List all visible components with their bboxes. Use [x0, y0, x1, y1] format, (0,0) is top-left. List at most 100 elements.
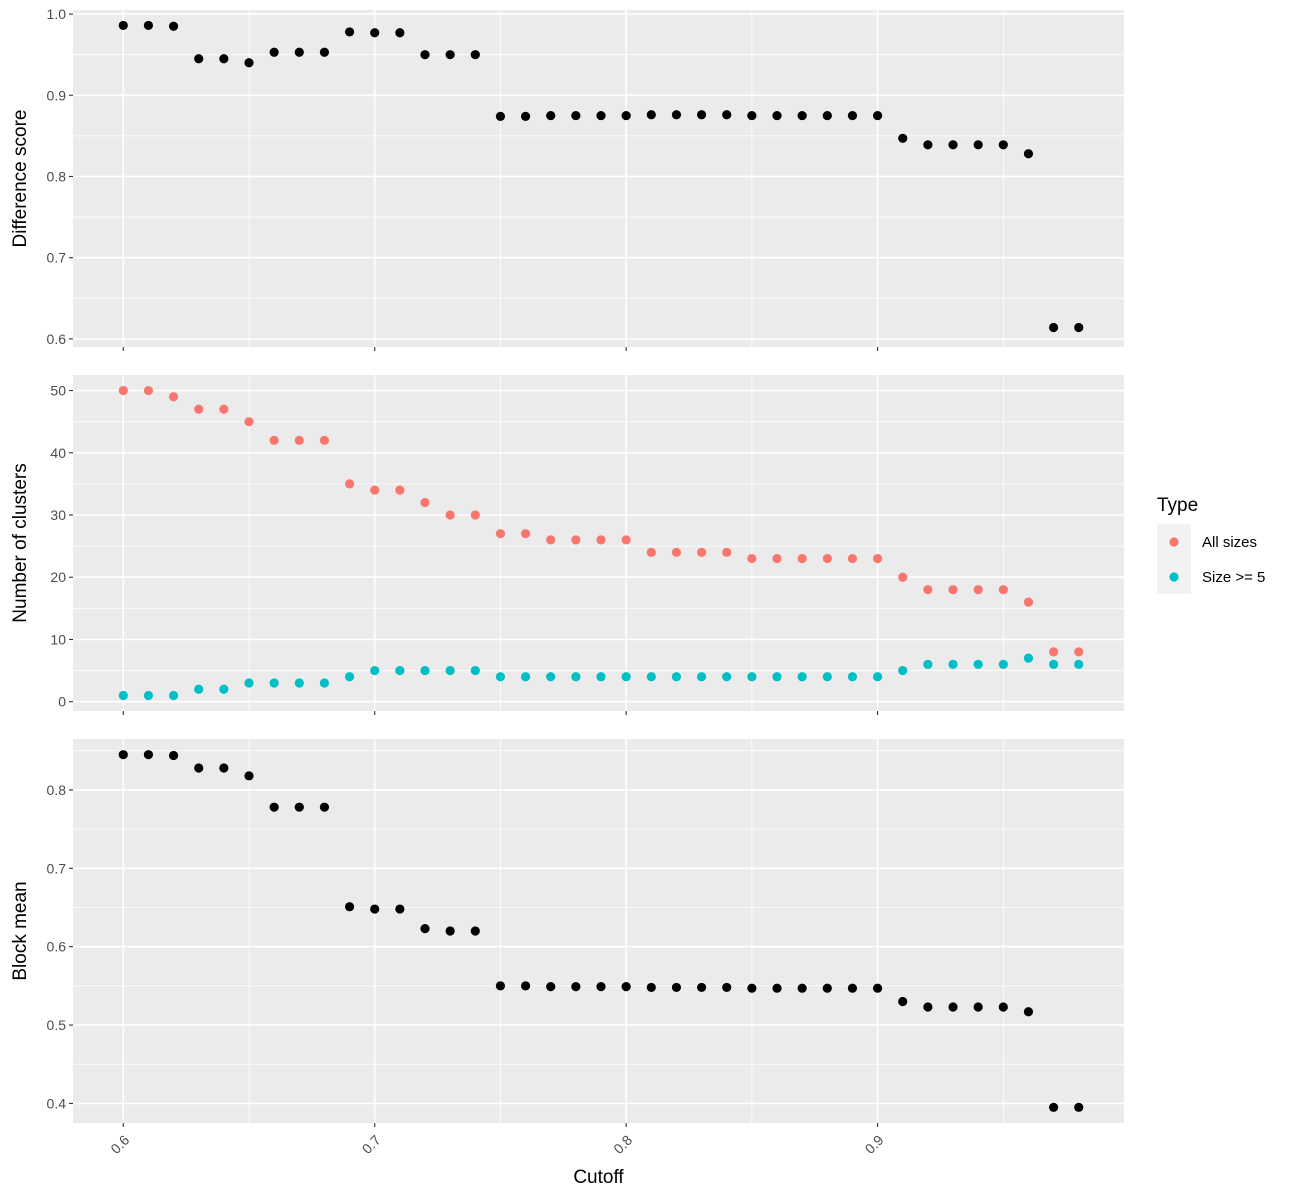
data-point — [445, 50, 455, 60]
data-point — [1074, 322, 1084, 333]
data-point — [671, 110, 682, 120]
panel-background — [73, 10, 1124, 347]
data-point — [520, 672, 531, 682]
data-point — [294, 802, 304, 812]
data-point — [571, 110, 581, 121]
data-point — [1023, 1007, 1034, 1017]
legend-item: Size >= 5 — [1169, 569, 1265, 586]
y-tick-label: 20 — [50, 569, 66, 585]
data-point — [1023, 149, 1034, 159]
data-point — [269, 435, 279, 445]
data-point — [143, 750, 154, 760]
data-point — [596, 672, 606, 682]
data-point — [772, 553, 782, 564]
data-point — [948, 140, 958, 150]
legend-title: Type — [1157, 495, 1198, 516]
data-point — [772, 110, 782, 121]
data-point — [470, 665, 480, 676]
x-axis-title: Cutoff — [573, 1167, 624, 1188]
y-tick-label: 1.0 — [47, 6, 67, 22]
legend-key — [1169, 572, 1179, 582]
data-point — [168, 392, 179, 402]
data-point — [822, 672, 832, 682]
panel-background — [73, 739, 1124, 1123]
data-point — [244, 58, 254, 68]
x-tick-label: 0.8 — [610, 1132, 635, 1157]
data-point — [269, 802, 279, 812]
data-point — [998, 585, 1008, 595]
data-point — [370, 28, 380, 38]
data-point — [118, 20, 128, 31]
y-axis-title: Difference score — [10, 110, 31, 248]
data-point — [1023, 597, 1034, 607]
data-point — [445, 665, 455, 676]
y-tick-label: 0.6 — [47, 331, 67, 347]
y-axis-title: Number of clusters — [10, 463, 31, 622]
series-all-sizes — [118, 385, 1084, 657]
data-point — [671, 982, 682, 993]
data-point — [344, 672, 355, 682]
data-point — [395, 28, 405, 38]
data-point — [696, 982, 707, 993]
data-point — [696, 110, 707, 120]
data-point — [244, 417, 254, 427]
data-point — [973, 1002, 983, 1012]
y-tick-label: 30 — [50, 507, 66, 523]
x-tick-label: 0.6 — [107, 1132, 132, 1157]
data-point — [948, 1002, 958, 1012]
data-point — [495, 529, 506, 539]
data-point — [872, 553, 883, 564]
data-point — [822, 110, 832, 121]
data-point — [998, 659, 1008, 669]
data-point — [344, 479, 355, 489]
data-point — [898, 996, 908, 1007]
data-point — [646, 110, 656, 120]
data-point — [571, 672, 581, 682]
data-point — [370, 665, 380, 676]
y-tick-label: 0.5 — [47, 1017, 67, 1033]
data-point — [797, 110, 807, 121]
y-tick-label: 0.7 — [47, 250, 67, 266]
data-point — [847, 983, 858, 993]
data-point — [420, 924, 430, 934]
series-block-mean — [118, 750, 1084, 1112]
series-size-5 — [118, 653, 1084, 701]
data-point — [194, 54, 204, 64]
data-point — [143, 385, 154, 396]
data-point — [495, 981, 506, 991]
data-point — [445, 510, 455, 520]
data-point — [269, 47, 279, 57]
data-point — [621, 672, 631, 682]
data-point — [269, 678, 279, 688]
data-point — [923, 1002, 933, 1012]
data-point — [319, 47, 330, 57]
data-point — [671, 547, 682, 557]
data-point — [747, 672, 757, 682]
data-point — [923, 140, 933, 150]
data-point — [596, 982, 606, 992]
legend-key-background — [1157, 524, 1191, 594]
data-point — [872, 983, 883, 993]
data-point — [797, 553, 807, 564]
data-point — [244, 678, 254, 688]
data-point — [696, 672, 707, 682]
data-point — [470, 926, 480, 936]
data-point — [546, 535, 556, 545]
data-point — [898, 572, 908, 582]
data-point — [294, 47, 304, 57]
data-point — [143, 20, 154, 31]
data-point — [244, 771, 254, 781]
data-point — [219, 54, 229, 64]
y-tick-label: 0 — [58, 694, 66, 710]
y-tick-label: 50 — [50, 383, 66, 399]
data-point — [973, 140, 983, 150]
data-point — [596, 535, 606, 545]
data-point — [445, 926, 455, 936]
data-point — [168, 750, 179, 761]
data-point — [797, 672, 807, 682]
data-point — [470, 50, 480, 60]
data-point — [118, 690, 128, 701]
data-point — [1074, 647, 1084, 657]
y-tick-label: 0.6 — [47, 939, 67, 955]
chart-panels: 0.6 0.7 0.8 0.9 1.0 Difference score 0 10 20 30 40… — [10, 6, 1124, 1188]
